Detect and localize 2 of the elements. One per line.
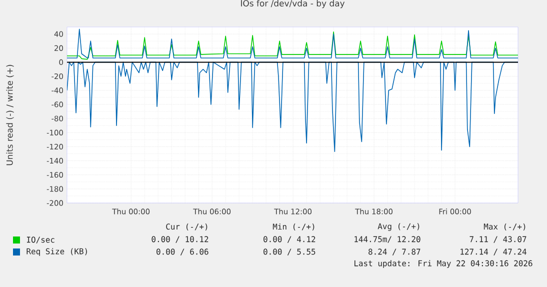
- chart-title: IOs for /dev/vda - by day: [241, 0, 345, 8]
- y-axis-title: Units read (-) / write (+): [6, 64, 14, 166]
